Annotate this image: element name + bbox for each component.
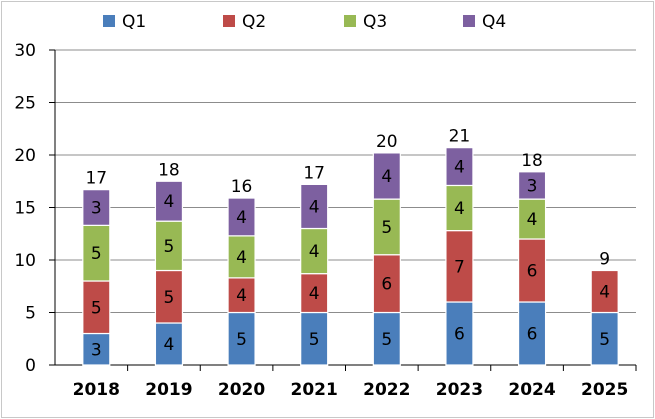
x-tick-label: 2020 <box>218 380 265 400</box>
segment-data-label: 5 <box>381 330 392 350</box>
bar-total-label: 16 <box>231 177 253 197</box>
bar-segment <box>445 301 474 366</box>
segment-data-label: 6 <box>527 262 538 282</box>
bar-segment <box>154 322 184 366</box>
bar-segment <box>445 184 474 232</box>
bar-segment <box>300 311 329 366</box>
bars <box>82 147 619 366</box>
bar-total-label: 20 <box>376 132 398 152</box>
bar-segment <box>445 147 474 187</box>
legend: Q1 Q2 Q3 Q4 <box>103 12 506 32</box>
bar-segment <box>372 198 401 256</box>
x-tick-label: 2019 <box>145 380 192 400</box>
bar-segment <box>227 235 256 279</box>
bar-segment <box>372 152 401 200</box>
x-tick-label: 2021 <box>291 380 338 400</box>
bar-segment <box>590 269 619 314</box>
bar-segment <box>154 220 184 272</box>
legend-label: Q4 <box>482 12 506 32</box>
data-labels: 3 5 5 3 17 4 5 5 4 18 5 4 4 4 16 5 4 4 4 17 5 6 5 4 20 6 7 4 4 21 6 6 4 3… <box>85 127 610 361</box>
segment-data-label: 4 <box>309 197 320 217</box>
segment-data-label: 6 <box>381 275 392 295</box>
x-tick-label: 2023 <box>436 380 483 400</box>
bar-segment <box>300 227 329 275</box>
segment-data-label: 4 <box>381 167 392 187</box>
y-tick-label: 5 <box>25 304 36 324</box>
bar-segment <box>82 224 111 282</box>
bar-segment <box>445 230 474 303</box>
x-tick-label: 2022 <box>363 380 410 400</box>
bar-segment <box>300 183 329 230</box>
x-tick-label: 2018 <box>73 380 120 400</box>
segment-data-label: 4 <box>309 242 320 262</box>
y-tick-label: 30 <box>14 41 36 61</box>
bar-segment <box>300 273 329 314</box>
bar-total-label: 9 <box>599 250 610 270</box>
bar-segment <box>372 254 401 314</box>
segment-data-label: 7 <box>454 257 465 277</box>
gridlines <box>55 49 636 313</box>
legend-label: Q3 <box>363 12 387 32</box>
x-tick-label: 2025 <box>581 380 628 400</box>
bar-segment <box>154 180 184 222</box>
y-tick-label: 25 <box>14 94 36 114</box>
legend-label: Q1 <box>122 12 146 32</box>
bar-segment <box>517 171 547 200</box>
legend-swatch <box>103 15 115 27</box>
segment-data-label: 4 <box>164 335 175 355</box>
segment-data-label: 5 <box>309 330 320 350</box>
segment-data-label: 4 <box>454 199 465 219</box>
bar-segment <box>227 197 256 237</box>
x-tick-label: 2024 <box>508 380 555 400</box>
segment-data-label: 5 <box>164 288 175 308</box>
segment-data-label: 5 <box>91 298 102 318</box>
bar-segment <box>590 311 619 366</box>
segment-data-label: 3 <box>527 176 538 196</box>
bar-total-label: 17 <box>303 163 325 183</box>
segment-data-label: 3 <box>91 199 102 219</box>
y-tick-label: 20 <box>14 146 36 166</box>
bar-total-label: 21 <box>449 127 471 147</box>
bar-segment <box>227 311 256 366</box>
segment-data-label: 3 <box>91 340 102 360</box>
legend-swatch <box>344 15 356 27</box>
legend-swatch <box>463 15 475 27</box>
segment-data-label: 5 <box>381 218 392 238</box>
bar-total-label: 18 <box>521 151 543 171</box>
segment-data-label: 4 <box>164 192 175 212</box>
segment-data-label: 5 <box>236 330 247 350</box>
bar-total-label: 17 <box>85 169 107 189</box>
segment-data-label: 4 <box>236 208 247 228</box>
y-tick-label: 15 <box>14 199 36 219</box>
segment-data-label: 4 <box>236 286 247 306</box>
segment-data-label: 6 <box>454 325 465 345</box>
segment-data-label: 4 <box>309 284 320 304</box>
legend-swatch <box>223 15 235 27</box>
segment-data-label: 4 <box>454 158 465 178</box>
segment-data-label: 6 <box>527 325 538 345</box>
y-tick-label: 10 <box>14 251 36 271</box>
y-tick-label: 0 <box>25 356 36 376</box>
segment-data-label: 5 <box>164 237 175 257</box>
legend-label: Q2 <box>242 12 266 32</box>
bar-segment <box>82 189 111 226</box>
bar-total-label: 18 <box>158 160 180 180</box>
segment-data-label: 5 <box>599 330 610 350</box>
bar-segment <box>82 332 111 366</box>
bar-segment <box>517 198 547 240</box>
segment-data-label: 5 <box>91 244 102 264</box>
segment-data-label: 4 <box>236 248 247 268</box>
segment-data-label: 4 <box>527 210 538 230</box>
segment-data-label: 4 <box>599 283 610 303</box>
bar-segment <box>154 269 184 324</box>
